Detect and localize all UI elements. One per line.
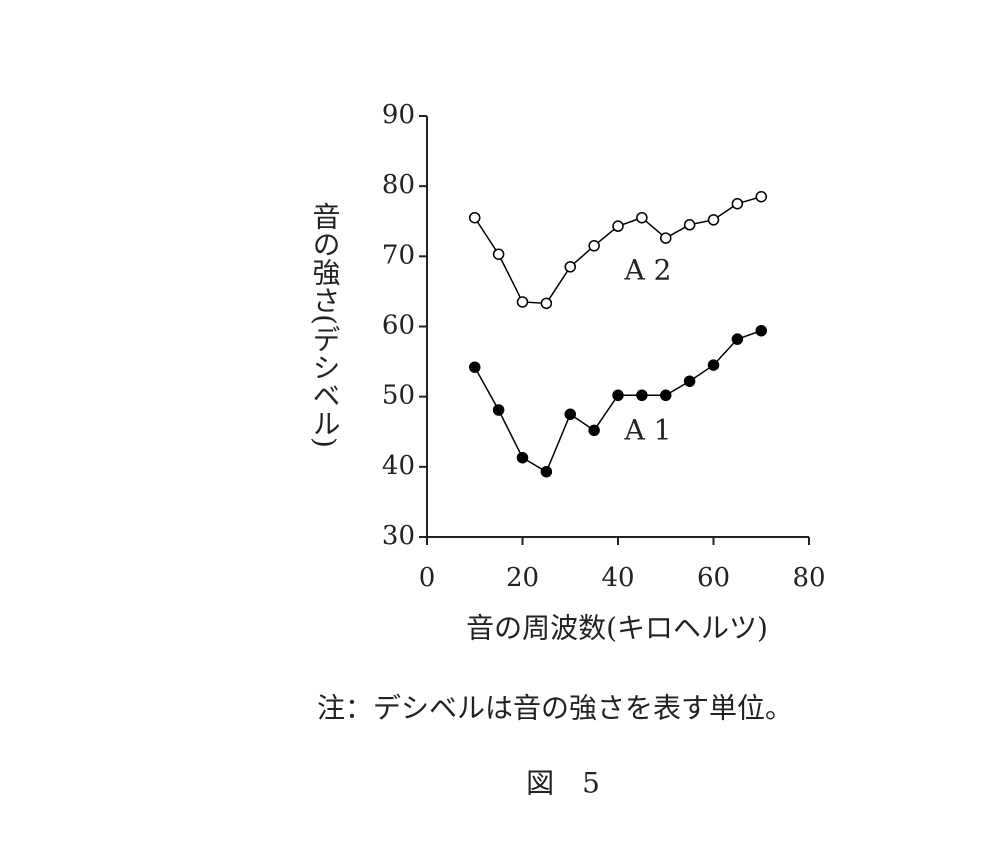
point xyxy=(469,211,481,224)
point xyxy=(492,248,505,260)
note: 注：デシベルは音の強さを表す単位。 xyxy=(317,692,793,725)
series-label: A 1 xyxy=(624,414,672,447)
point xyxy=(660,389,672,402)
point xyxy=(516,451,529,464)
point xyxy=(540,465,553,478)
point xyxy=(660,232,672,244)
point xyxy=(683,219,696,231)
point xyxy=(683,375,696,387)
point xyxy=(492,404,505,416)
point xyxy=(731,333,744,345)
x-tick-label: 20 xyxy=(506,563,539,593)
y-axis-label: 音の強さ(デシベル) xyxy=(309,202,342,448)
point xyxy=(469,361,481,373)
x-tick-label: 60 xyxy=(697,563,730,593)
y-tick-label: 40 xyxy=(382,451,415,481)
point xyxy=(755,190,767,203)
point xyxy=(636,389,648,402)
point xyxy=(636,211,648,224)
y-tick-label: 80 xyxy=(382,170,415,200)
point xyxy=(516,296,529,308)
x-tick-label: 0 xyxy=(419,563,436,593)
y-tick-label: 90 xyxy=(382,100,415,130)
point xyxy=(707,214,720,226)
x-tick-label: 40 xyxy=(601,563,634,593)
point xyxy=(588,424,600,437)
series-line xyxy=(474,195,762,305)
y-tick-label: 30 xyxy=(382,521,415,551)
point xyxy=(564,408,576,420)
point xyxy=(707,359,720,371)
x-tick-label: 80 xyxy=(792,563,825,593)
series-line xyxy=(474,330,762,473)
point xyxy=(612,220,624,232)
point xyxy=(564,261,576,273)
y-tick-label: 60 xyxy=(382,311,415,341)
y-tick-label: 50 xyxy=(382,381,415,411)
point xyxy=(731,197,744,210)
series-label: A 2 xyxy=(624,254,672,287)
x-axis-label: 音の周波数(キロヘルツ) xyxy=(466,612,768,645)
point xyxy=(540,297,553,310)
point xyxy=(612,389,624,402)
y-tick-label: 70 xyxy=(382,240,415,270)
caption: 図 5 xyxy=(526,767,600,800)
point xyxy=(755,324,767,337)
point xyxy=(588,240,600,252)
